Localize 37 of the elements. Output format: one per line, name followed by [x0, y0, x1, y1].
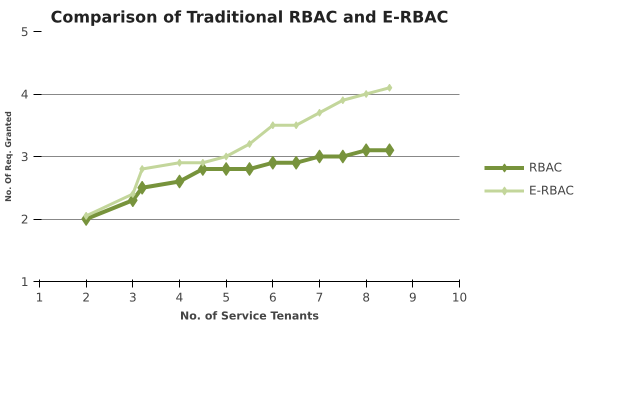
- y-tick-label: 4: [20, 88, 29, 102]
- point: [223, 152, 229, 160]
- y-tick-label: 2: [20, 212, 29, 226]
- point: [340, 96, 346, 104]
- x-tick-label: 7: [316, 290, 324, 304]
- point: [139, 165, 145, 173]
- point: [293, 121, 299, 130]
- x-tick-label: 9: [409, 290, 417, 304]
- point: [200, 158, 206, 167]
- y-tick-label: 1: [20, 275, 29, 289]
- x-tick-label: 8: [362, 290, 370, 304]
- point: [270, 121, 276, 130]
- point: [314, 150, 324, 164]
- point: [316, 108, 322, 117]
- legend-label: E-RBAC: [529, 183, 574, 197]
- point: [221, 162, 231, 176]
- point: [176, 158, 182, 167]
- x-tick-label: 6: [269, 290, 277, 304]
- point: [386, 84, 392, 92]
- point: [246, 140, 252, 148]
- point: [338, 150, 348, 164]
- point: [363, 90, 369, 98]
- x-tick-label: 3: [129, 290, 137, 304]
- x-tick-label: 2: [82, 290, 90, 304]
- legend-label: RBAC: [529, 160, 562, 174]
- x-tick-label: 1: [36, 290, 44, 304]
- y-tick-label: 5: [20, 25, 29, 39]
- point: [174, 174, 184, 188]
- y-axis-title: No. Of Req. Granted: [4, 110, 13, 202]
- point: [130, 190, 136, 198]
- point: [244, 162, 254, 176]
- x-tick-label: 4: [176, 290, 184, 304]
- y-tick-label: 3: [20, 150, 29, 164]
- chart-title: Comparison of Traditional RBAC and E-RBAC: [50, 8, 448, 26]
- x-tick-label: 5: [222, 290, 230, 304]
- x-axis-title: No. of Service Tenants: [180, 310, 320, 322]
- x-tick-label: 10: [452, 290, 468, 304]
